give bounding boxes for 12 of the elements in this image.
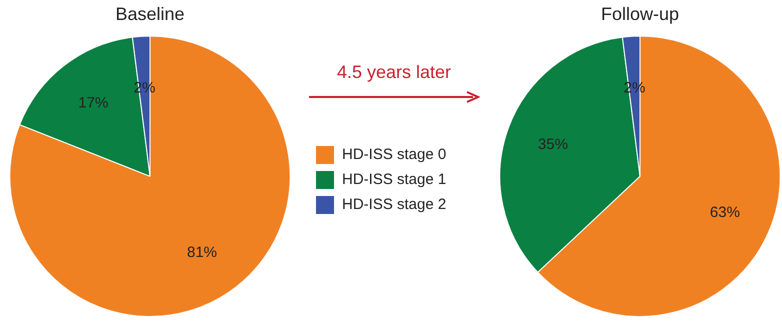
data-label: 81%: [186, 244, 218, 261]
text: 4.5 years later: [336, 62, 452, 83]
data-label: 2%: [624, 79, 646, 96]
data-label: 2%: [134, 79, 156, 96]
data-label: 63%: [710, 204, 740, 222]
chart-title: Follow-up: [600, 4, 680, 24]
data-label: 17%: [78, 94, 108, 112]
legend-label: HD-ISS stage 2: [342, 196, 446, 213]
data-label: 35%: [538, 136, 568, 154]
chart-title: Baseline: [115, 4, 185, 24]
legend-label: HD-ISS stage 0: [342, 146, 446, 163]
legend-label: HD-ISS stage 1: [342, 171, 446, 188]
